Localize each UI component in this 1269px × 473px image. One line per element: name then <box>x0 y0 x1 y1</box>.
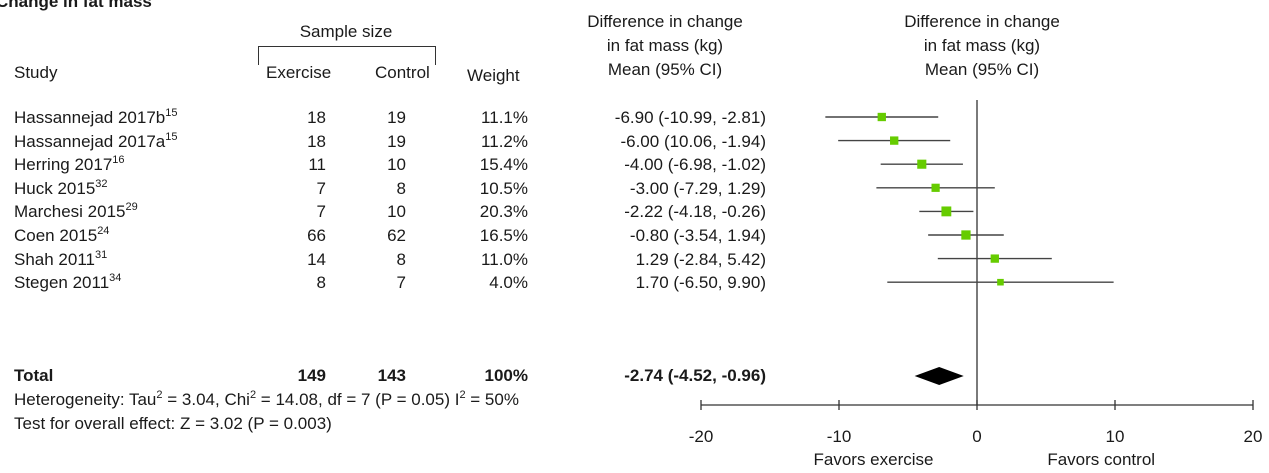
total-exercise: 149 <box>297 366 326 385</box>
header-diff-line1: Difference in change <box>587 12 743 31</box>
header-exercise: Exercise <box>266 63 332 82</box>
study-reference: 34 <box>109 272 122 284</box>
study-ci: 1.29 (-2.84, 5.42) <box>635 250 766 269</box>
study-reference: 16 <box>112 154 125 166</box>
study-weight: 11.2% <box>481 132 528 151</box>
study-name: Shah 201131 <box>14 249 108 270</box>
study-control-n: 19 <box>387 108 406 127</box>
point-estimate <box>990 254 999 263</box>
favors-control-label: Favors control <box>1047 450 1155 469</box>
study-ci: -6.90 (-10.99, -2.81) <box>614 108 766 127</box>
study-exercise-n: 66 <box>307 226 326 245</box>
study-ci: -3.00 (-7.29, 1.29) <box>629 179 766 198</box>
plot-header-line3: Mean (95% CI) <box>924 60 1040 79</box>
x-tick-label: -10 <box>827 427 852 446</box>
header-diff-line3: Mean (95% CI) <box>607 60 723 79</box>
study-exercise-n: 7 <box>316 179 326 198</box>
point-estimate <box>997 278 1004 286</box>
header-diff-line2: in fat mass (kg) <box>606 36 724 55</box>
study-exercise-n: 18 <box>307 132 326 151</box>
study-ci: -0.80 (-3.54, 1.94) <box>629 226 766 245</box>
header-control: Control <box>375 63 430 82</box>
study-reference: 24 <box>97 225 110 237</box>
study-control-n: 8 <box>396 250 406 269</box>
study-control-n: 10 <box>387 155 406 174</box>
study-ci: -2.22 (-4.18, -0.26) <box>624 202 766 221</box>
total-control: 143 <box>377 366 406 385</box>
point-estimate <box>890 136 899 145</box>
study-control-n: 7 <box>396 273 406 292</box>
study-weight: 16.5% <box>479 226 528 245</box>
study-weight: 4.0% <box>489 273 528 292</box>
study-exercise-n: 8 <box>316 273 326 292</box>
study-name: Hassannejad 2017a15 <box>14 131 178 152</box>
chart-title: Change in fat mass <box>0 0 152 11</box>
study-weight: 20.3% <box>479 202 528 221</box>
header-sample-size: Sample size <box>299 22 393 41</box>
study-exercise-n: 11 <box>308 155 326 174</box>
study-weight: 11.1% <box>481 108 528 127</box>
pooled-diamond <box>914 367 964 385</box>
sample-size-bracket <box>258 46 436 65</box>
study-name: Herring 201716 <box>14 154 125 175</box>
header-study: Study <box>14 63 58 82</box>
study-reference: 29 <box>125 201 138 213</box>
favors-exercise-label: Favors exercise <box>814 450 934 469</box>
plot-header-line1: Difference in change <box>904 12 1060 31</box>
total-label: Total <box>14 366 54 385</box>
x-tick-label: 20 <box>1244 427 1263 446</box>
point-estimate <box>941 206 952 217</box>
study-reference: 15 <box>165 107 178 119</box>
point-estimate <box>877 112 886 122</box>
study-reference: 15 <box>165 131 178 143</box>
study-exercise-n: 14 <box>307 250 326 269</box>
plot-header-line2: in fat mass (kg) <box>923 36 1041 55</box>
study-weight: 11.0% <box>481 250 528 269</box>
total-ci: -2.74 (-4.52, -0.96) <box>624 366 766 385</box>
study-exercise-n: 7 <box>316 202 326 221</box>
x-tick-label: 10 <box>1106 427 1125 446</box>
study-ci: -4.00 (-6.98, -1.02) <box>624 155 766 174</box>
study-name: Marchesi 201529 <box>14 201 138 222</box>
total-weight: 100% <box>484 366 528 385</box>
x-tick-label: 0 <box>972 427 981 446</box>
study-control-n: 62 <box>387 226 406 245</box>
x-tick-label: -20 <box>689 427 714 446</box>
study-control-n: 8 <box>396 179 406 198</box>
study-weight: 15.4% <box>479 155 528 174</box>
study-name: Stegen 201134 <box>14 272 122 293</box>
point-estimate <box>917 159 927 169</box>
study-ci: -6.00 (10.06, -1.94) <box>620 132 766 151</box>
point-estimate <box>961 230 971 240</box>
overall-effect-text: Test for overall effect: Z = 3.02 (P = 0… <box>14 414 332 433</box>
point-estimate <box>931 183 940 192</box>
heterogeneity-text: Heterogeneity: Tau2 = 3.04, Chi2 = 14.08… <box>14 389 519 410</box>
study-control-n: 19 <box>387 132 406 151</box>
study-reference: 32 <box>95 178 108 190</box>
study-name: Huck 201532 <box>14 178 108 199</box>
study-name: Coen 201524 <box>14 225 110 246</box>
study-reference: 31 <box>94 249 108 261</box>
study-weight: 10.5% <box>479 179 528 198</box>
study-exercise-n: 18 <box>307 108 326 127</box>
study-name: Hassannejad 2017b15 <box>14 107 178 128</box>
header-weight: Weight <box>467 66 520 85</box>
study-ci: 1.70 (-6.50, 9.90) <box>635 273 766 292</box>
study-control-n: 10 <box>387 202 406 221</box>
